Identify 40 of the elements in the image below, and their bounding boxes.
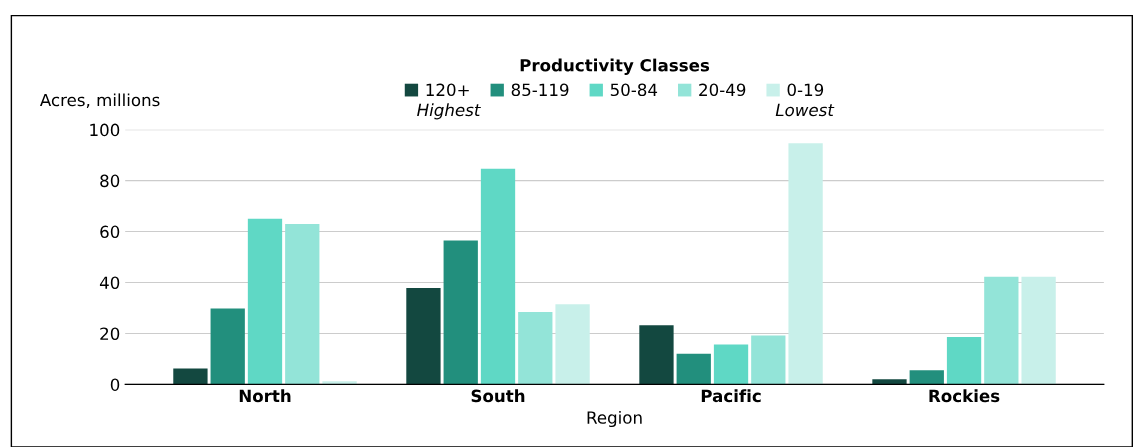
x-tick-label: North [239,389,291,403]
x-tick-label: Rockies [929,389,1000,403]
y-tick-label: 100 [90,123,120,137]
bar [676,353,711,385]
bar [285,223,320,385]
bar [984,276,1019,385]
legend-label: 50-84 [610,83,658,97]
bar [751,335,786,385]
y-tick-label: 80 [100,174,120,188]
y-tick-label: 20 [100,327,120,341]
legend-label: 120+ [426,83,469,97]
bar [1021,276,1056,385]
bar [173,368,208,385]
bar [788,143,823,385]
x-axis-title: Region [587,410,642,428]
legend-label: 20-49 [699,83,746,97]
x-tick-label: South [471,389,525,403]
y-axis-title: Acres, millions [39,93,160,108]
bar [909,370,944,385]
y-tick-label: 40 [99,276,120,290]
bar [406,288,441,385]
text: Lowest [775,103,835,117]
legend-label: 0-19 [787,83,824,97]
bar [639,325,674,385]
bar [555,304,590,385]
text: Highest [417,103,481,120]
x-tick-label: Pacific [701,389,761,403]
bar [322,381,357,385]
bar [480,168,516,385]
bar [210,308,245,385]
legend-title: Productivity Classes [520,58,710,75]
bar [518,312,553,385]
y-tick-label: 0 [110,378,120,391]
legend-label: 85-119 [511,83,569,97]
bar [247,218,283,385]
bar [713,344,749,385]
bar [872,379,907,385]
bar [946,337,982,385]
bar [443,240,478,385]
y-tick-label: 60 [100,225,120,239]
